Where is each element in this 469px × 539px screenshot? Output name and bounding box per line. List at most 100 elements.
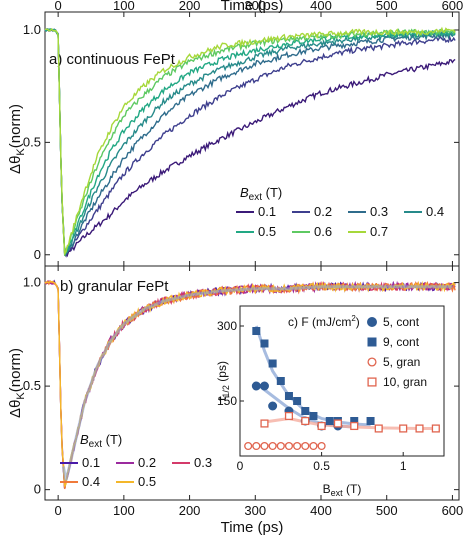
scatter-point xyxy=(301,407,310,415)
panel-c-legend: 5, cont 9, cont 5, gran 10, gran xyxy=(367,315,427,389)
panel-c-label-main: c) F (mJ/cm xyxy=(288,315,351,329)
panel-b-legend-title: Bext (T) xyxy=(80,432,122,450)
inset-legend-label: 5, gran xyxy=(383,355,420,369)
panel-b-y-label-tail: (norm) xyxy=(7,348,24,392)
x-tick-label-top: 600 xyxy=(442,0,464,13)
scatter-point xyxy=(317,441,326,451)
scatter-point xyxy=(350,421,359,431)
scatter-point xyxy=(252,327,261,335)
panel-b-x-ticks: 0 100 200 300 400 500 600 xyxy=(55,266,463,518)
scatter-point xyxy=(367,337,377,347)
scatter-point xyxy=(260,441,269,451)
panel-c-x-label-sub: ext xyxy=(331,488,344,498)
panel-b-y-label-main: Δθ xyxy=(7,400,24,418)
panel-b-label: b) granular FePt xyxy=(60,278,169,295)
scatter-point xyxy=(284,411,294,421)
panel-a-legend-title-main: B xyxy=(240,185,249,200)
legend-label: 0.4 xyxy=(426,204,444,219)
x-tick-label: 500 xyxy=(376,503,398,518)
legend-label: 0.6 xyxy=(314,224,332,239)
scatter-point xyxy=(268,441,277,451)
panel-c-label-sup: 2 xyxy=(351,314,356,323)
scatter-point xyxy=(350,417,359,425)
y-tick-label: 0 xyxy=(34,247,41,262)
panel-a-y-label-tail: (norm) xyxy=(7,104,24,148)
legend-label: 0.2 xyxy=(138,455,156,470)
panel-c-x-ticks: 0 0.5 1 xyxy=(237,452,407,473)
y-tick-label: 1.0 xyxy=(23,275,41,290)
scatter-point xyxy=(284,441,294,451)
x-tick-label: 100 xyxy=(113,503,135,518)
legend-label: 0.5 xyxy=(258,224,276,239)
scatter-point xyxy=(309,412,318,420)
series-line-0.4 xyxy=(44,28,456,255)
panel-a-y-ticks: 0 0.5 1.0 xyxy=(23,22,459,262)
x-tick-label: 200 xyxy=(179,503,201,518)
panel-a-legend: 0.1 0.2 0.3 0.4 0.5 0.6 0.7 xyxy=(236,204,444,239)
series-line-0.7 xyxy=(44,26,456,256)
scatter-point xyxy=(251,381,261,391)
scatter-point xyxy=(366,417,375,425)
scatter-point xyxy=(309,441,318,451)
scatter-point xyxy=(284,392,293,400)
panel-c-y-label-sub: 1/2 xyxy=(221,385,231,398)
panel-c-y-axis-label: t1/2 (ps) xyxy=(215,361,231,401)
scatter-point xyxy=(260,339,269,348)
scatter-point xyxy=(367,377,377,387)
panel-b-frame xyxy=(44,265,460,501)
x-tick-label-top: 0 xyxy=(55,0,62,13)
scatter-point xyxy=(260,419,269,428)
y-tick-label: 0 xyxy=(34,482,41,497)
scatter-point xyxy=(276,441,285,451)
legend-label: 0.5 xyxy=(138,474,156,489)
scatter-point xyxy=(244,441,253,451)
panel-c-y-ticks: 150 300 xyxy=(217,319,244,408)
scatter-point xyxy=(301,416,310,426)
legend-label: 0.2 xyxy=(314,204,332,219)
panel-b-y-axis-label: ΔθK(norm) xyxy=(7,348,27,418)
x-tick-label-top: 300 xyxy=(244,0,266,13)
scatter-point xyxy=(259,381,269,391)
inset-x-tick-label: 0 xyxy=(237,459,244,473)
x-tick-label: 0 xyxy=(55,503,62,518)
panel-a-series-group xyxy=(44,26,456,258)
panel-c-x-axis-label: Bext (T) xyxy=(323,482,362,498)
legend-label: 0.3 xyxy=(370,204,388,219)
panel-a-legend-title: Bext (T) xyxy=(240,185,282,203)
scatter-point xyxy=(276,377,285,385)
x-tick-label: 300 xyxy=(244,503,266,518)
inset-x-tick-label: 0.5 xyxy=(313,459,330,473)
inset-y-tick-label: 300 xyxy=(217,319,237,333)
inset-legend-label: 5, cont xyxy=(383,315,420,329)
x-tick-label-top: 100 xyxy=(113,0,135,13)
panel-c-label: c) F (mJ/cm2) xyxy=(288,314,360,329)
scatter-point xyxy=(325,417,334,425)
panel-b-x-axis-label: Time (ps) xyxy=(221,519,284,536)
x-tick-label-top: 500 xyxy=(376,0,398,13)
panel-c-frame xyxy=(239,305,445,457)
scatter-point xyxy=(367,317,377,327)
x-tick-label-top: 200 xyxy=(179,0,201,13)
panel-a-continuous: 0 100 200 300 400 500 600 0 0.5 1.0 Time (ps) a)… xyxy=(7,0,464,267)
scatter-point xyxy=(317,421,326,431)
legend-label: 0.4 xyxy=(82,474,100,489)
y-tick-label: 0.5 xyxy=(23,378,41,393)
inset-y-tick-label: 150 xyxy=(217,394,237,408)
inset-legend-label: 9, cont xyxy=(383,335,420,349)
legend-label: 0.3 xyxy=(194,455,212,470)
y-tick-label: 1.0 xyxy=(23,22,41,37)
panel-b-fit-line xyxy=(61,285,453,481)
panel-b-legend: 0.1 0.2 0.3 0.4 0.5 xyxy=(60,455,212,489)
panel-b-y-ticks: 0 0.5 1.0 xyxy=(23,275,459,497)
scatter-point xyxy=(374,424,383,433)
panel-b-series-group xyxy=(44,279,456,490)
x-tick-label-top: 400 xyxy=(310,0,332,13)
panel-a-label: a) continuous FePt xyxy=(49,51,176,68)
series-line-0.6 xyxy=(45,28,456,257)
panel-a-legend-title-tail: (T) xyxy=(262,185,282,200)
panel-b-granular: 0 100 200 300 400 500 600 0 0.5 1.0 Time (ps) b)… xyxy=(7,265,463,536)
panel-a-y-axis-label: ΔθK(norm) xyxy=(7,104,27,174)
panel-c-y-label-tail: (ps) xyxy=(215,361,229,385)
panel-a-y-label-main: Δθ xyxy=(7,156,24,174)
